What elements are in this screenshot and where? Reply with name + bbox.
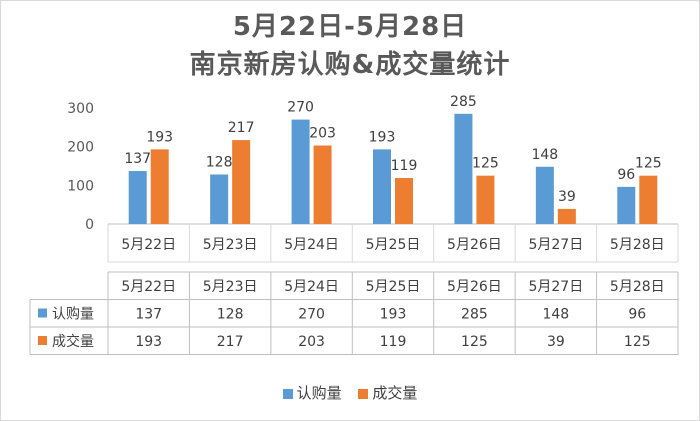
table-cell-series-0-4: 285	[461, 307, 488, 323]
y-tick-label-3: 300	[67, 101, 94, 117]
table-cell-series-1-6: 125	[624, 334, 651, 350]
table-cell-series-1-4: 125	[461, 334, 488, 350]
data-label-series-1-3: 119	[391, 158, 418, 174]
table-header-1: 5月23日	[203, 279, 258, 295]
table-series-name-0: 认购量	[52, 307, 94, 323]
chart-subtitle: 南京新房认购&成交量统计	[189, 50, 511, 80]
data-label-series-1-4: 125	[472, 156, 499, 172]
chart-title: 5月22日-5月28日	[232, 12, 468, 42]
table-cell-series-0-3: 193	[380, 307, 407, 323]
data-label-series-1-2: 203	[309, 126, 336, 142]
bar-series-1-2	[313, 145, 332, 224]
data-label-series-0-2: 270	[287, 100, 314, 116]
data-label-series-0-3: 193	[369, 129, 396, 145]
bar-series-1-1	[232, 140, 251, 224]
y-tick-label-2: 200	[67, 140, 94, 156]
bar-series-1-0	[150, 149, 169, 224]
table-cell-series-0-6: 96	[628, 307, 646, 323]
x-tick-label-0: 5月22日	[121, 237, 176, 253]
table-cell-series-1-5: 39	[547, 334, 565, 350]
x-tick-label-5: 5月27日	[528, 237, 583, 253]
table-swatch-series-0	[38, 308, 47, 318]
data-label-series-1-6: 125	[635, 156, 662, 172]
table-header-3: 5月25日	[366, 279, 421, 295]
legend-item-series-0: 认购量	[282, 382, 342, 403]
x-tick-label-4: 5月26日	[447, 237, 502, 253]
table-cell-series-1-0: 193	[135, 334, 162, 350]
table-cell-series-0-1: 128	[217, 307, 244, 323]
data-label-series-0-5: 148	[531, 147, 558, 163]
table-cell-series-0-2: 270	[298, 307, 325, 323]
y-tick-label-1: 100	[67, 178, 94, 194]
data-label-series-1-1: 217	[228, 120, 255, 136]
data-label-series-1-0: 193	[146, 129, 173, 145]
x-tick-label-3: 5月25日	[366, 237, 421, 253]
legend-swatch-series-1	[358, 388, 369, 399]
bar-series-0-3	[373, 149, 391, 224]
x-tick-label-1: 5月23日	[203, 237, 258, 253]
legend-item-series-1: 成交量	[358, 382, 417, 403]
bar-series-1-4	[476, 175, 495, 224]
table-cell-series-1-1: 217	[217, 334, 244, 350]
data-label-series-1-5: 39	[558, 189, 576, 205]
data-label-series-0-1: 128	[206, 155, 233, 171]
table-cell-series-0-5: 148	[542, 307, 569, 323]
data-label-series-0-0: 137	[124, 151, 151, 167]
bar-series-1-6	[639, 175, 658, 224]
legend: 认购量 成交量	[0, 382, 700, 403]
table-header-0: 5月22日	[121, 279, 176, 295]
y-tick-label-0: 0	[85, 217, 94, 233]
bar-series-1-5	[557, 208, 576, 224]
table-swatch-series-1	[38, 336, 47, 345]
data-label-series-0-4: 285	[450, 94, 477, 110]
legend-label-series-1: 成交量	[372, 384, 418, 402]
table-header-6: 5月28日	[610, 279, 665, 295]
table-cell-series-1-3: 119	[380, 334, 407, 350]
table-series-name-1: 成交量	[52, 333, 94, 350]
table-header-2: 5月24日	[284, 279, 339, 295]
bar-series-0-4	[454, 113, 473, 224]
x-tick-label-2: 5月24日	[284, 237, 339, 253]
table-header-5: 5月27日	[528, 279, 583, 295]
legend-label-series-0: 认购量	[296, 384, 342, 402]
bar-series-0-5	[535, 166, 554, 224]
legend-swatch-series-0	[282, 388, 293, 399]
bar-series-0-2	[291, 119, 310, 224]
bar-series-0-6	[617, 186, 636, 224]
bar-series-1-3	[395, 177, 413, 224]
table-header-4: 5月26日	[447, 279, 502, 295]
data-label-series-0-6: 96	[617, 167, 635, 183]
x-tick-label-6: 5月28日	[610, 237, 665, 253]
bar-series-0-1	[210, 174, 229, 224]
table-cell-series-0-0: 137	[135, 307, 162, 323]
table-cell-series-1-2: 203	[298, 334, 325, 350]
bar-series-0-0	[128, 171, 147, 224]
